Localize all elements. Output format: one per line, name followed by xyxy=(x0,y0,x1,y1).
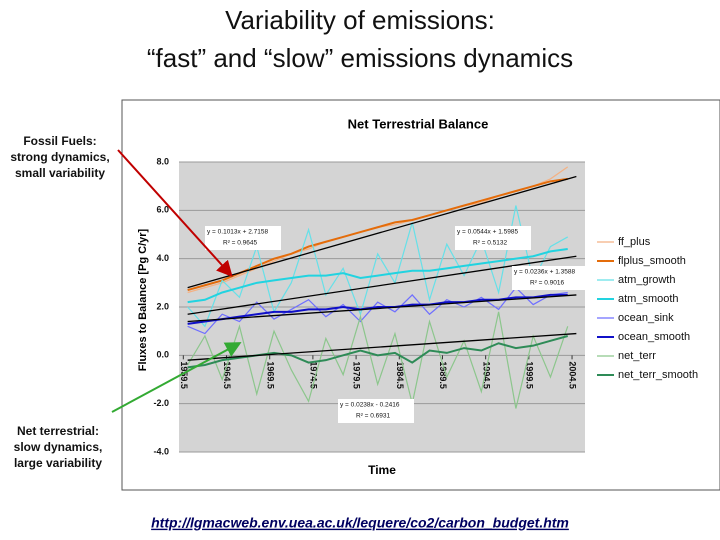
legend-label: net_terr_smooth xyxy=(618,369,698,381)
slide-title: Variability of emissions: xyxy=(225,5,495,35)
legend-label: atm_smooth xyxy=(618,293,679,305)
x-tick-label: 1969.5 xyxy=(265,361,275,389)
r-squared: R² = 0.6931 xyxy=(356,413,391,420)
x-tick-label: 1959.5 xyxy=(179,361,189,389)
x-tick-label: 1994.5 xyxy=(481,361,491,389)
r-squared: R² = 0.9645 xyxy=(223,240,258,247)
y-axis-label: Fluxes to Balance [Pg C/yr] xyxy=(137,228,149,371)
equation: y = 0.0238x - 0.2416 xyxy=(340,402,400,409)
equation-box xyxy=(338,399,414,423)
trend-line xyxy=(187,294,577,323)
equation: y = 0.1013x + 2.7158 xyxy=(207,229,268,236)
legend-label: ocean_sink xyxy=(618,312,674,324)
y-tick-label: -4.0 xyxy=(153,446,169,456)
annotation: Fossil Fuels: xyxy=(23,134,96,148)
legend-label: net_terr xyxy=(618,350,656,362)
legend-label: ocean_smooth xyxy=(618,331,690,343)
slide-title: “fast” and “slow” emissions dynamics xyxy=(147,43,573,73)
annotation: small variability xyxy=(15,166,105,180)
x-tick-label: 1979.5 xyxy=(352,361,362,389)
trend-line xyxy=(187,175,577,289)
chart-title: Net Terrestrial Balance xyxy=(348,116,489,131)
annotation: Net terrestrial: xyxy=(17,424,99,438)
trend-line xyxy=(187,255,577,315)
x-axis-label: Time xyxy=(368,463,396,477)
annotation: large variability xyxy=(14,456,102,470)
equation: y = 0.0236x + 1.3588 xyxy=(514,269,575,276)
equation-box xyxy=(455,226,531,250)
y-tick-label: 2.0 xyxy=(156,301,169,311)
link[interactable]: http://lgmacweb.env.uea.ac.uk/lequere/co… xyxy=(151,515,569,531)
y-tick-label: -2.0 xyxy=(153,398,169,408)
annotation: strong dynamics, xyxy=(10,150,109,164)
equation: y = 0.0544x + 1.5985 xyxy=(457,229,518,236)
legend-label: flplus_smooth xyxy=(618,255,686,267)
y-tick-label: 0.0 xyxy=(156,350,169,360)
legend-label: ff_plus xyxy=(618,236,651,248)
series-line xyxy=(187,177,568,292)
x-tick-label: 2004.5 xyxy=(568,361,578,389)
r-squared: R² = 0.9016 xyxy=(530,280,565,287)
series-line xyxy=(187,248,568,304)
y-tick-label: 6.0 xyxy=(156,205,169,215)
series-line xyxy=(187,286,568,335)
annotation: slow dynamics, xyxy=(14,440,103,454)
legend-label: atm_growth xyxy=(618,274,675,286)
x-tick-label: 1974.5 xyxy=(309,361,319,389)
x-tick-label: 1964.5 xyxy=(222,361,232,389)
trend-line xyxy=(187,332,577,361)
arrow xyxy=(117,149,233,277)
x-tick-label: 1989.5 xyxy=(438,361,448,389)
r-squared: R² = 0.5132 xyxy=(473,240,508,247)
y-tick-label: 4.0 xyxy=(156,253,169,263)
series-line xyxy=(187,205,569,328)
x-tick-label: 1984.5 xyxy=(395,361,405,389)
equation-box xyxy=(205,226,281,250)
equation-box xyxy=(512,266,588,290)
series-line xyxy=(187,293,568,325)
arrow xyxy=(111,342,242,413)
y-tick-label: 8.0 xyxy=(156,156,169,166)
x-tick-label: 1999.5 xyxy=(524,361,534,389)
